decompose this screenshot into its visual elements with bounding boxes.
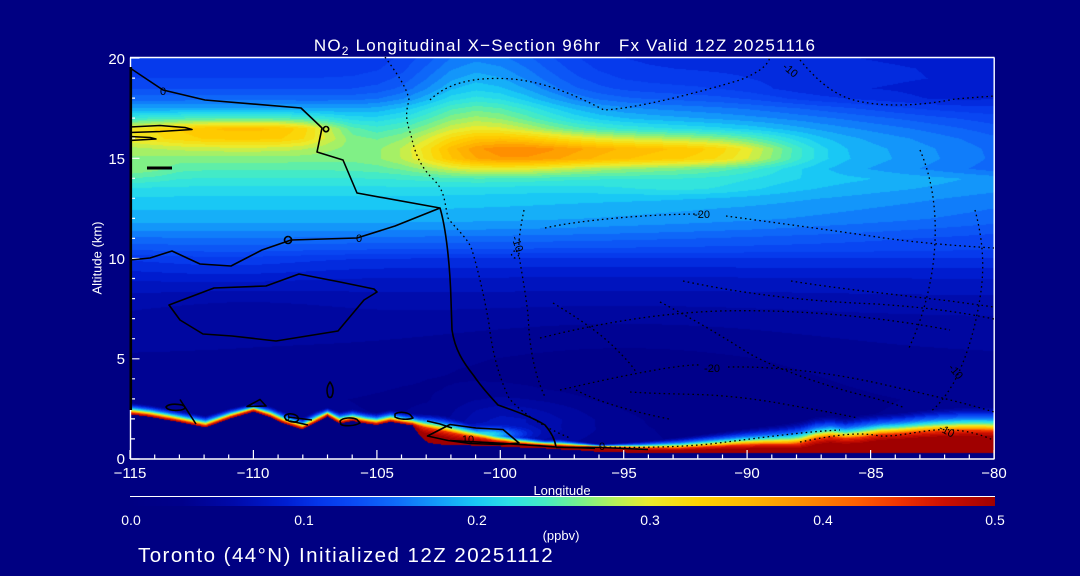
svg-text:0: 0 bbox=[356, 233, 362, 245]
svg-text:-10: -10 bbox=[937, 422, 957, 440]
svg-text:0: 0 bbox=[160, 86, 166, 98]
svg-text:10: 10 bbox=[462, 434, 474, 446]
svg-text:-10: -10 bbox=[509, 235, 525, 254]
svg-text:-20: -20 bbox=[694, 209, 710, 221]
svg-text:-10: -10 bbox=[780, 61, 800, 80]
svg-text:-10: -10 bbox=[946, 362, 965, 382]
svg-text:0: 0 bbox=[599, 441, 605, 453]
svg-text:0: 0 bbox=[284, 413, 290, 424]
svg-text:-20: -20 bbox=[704, 363, 720, 375]
